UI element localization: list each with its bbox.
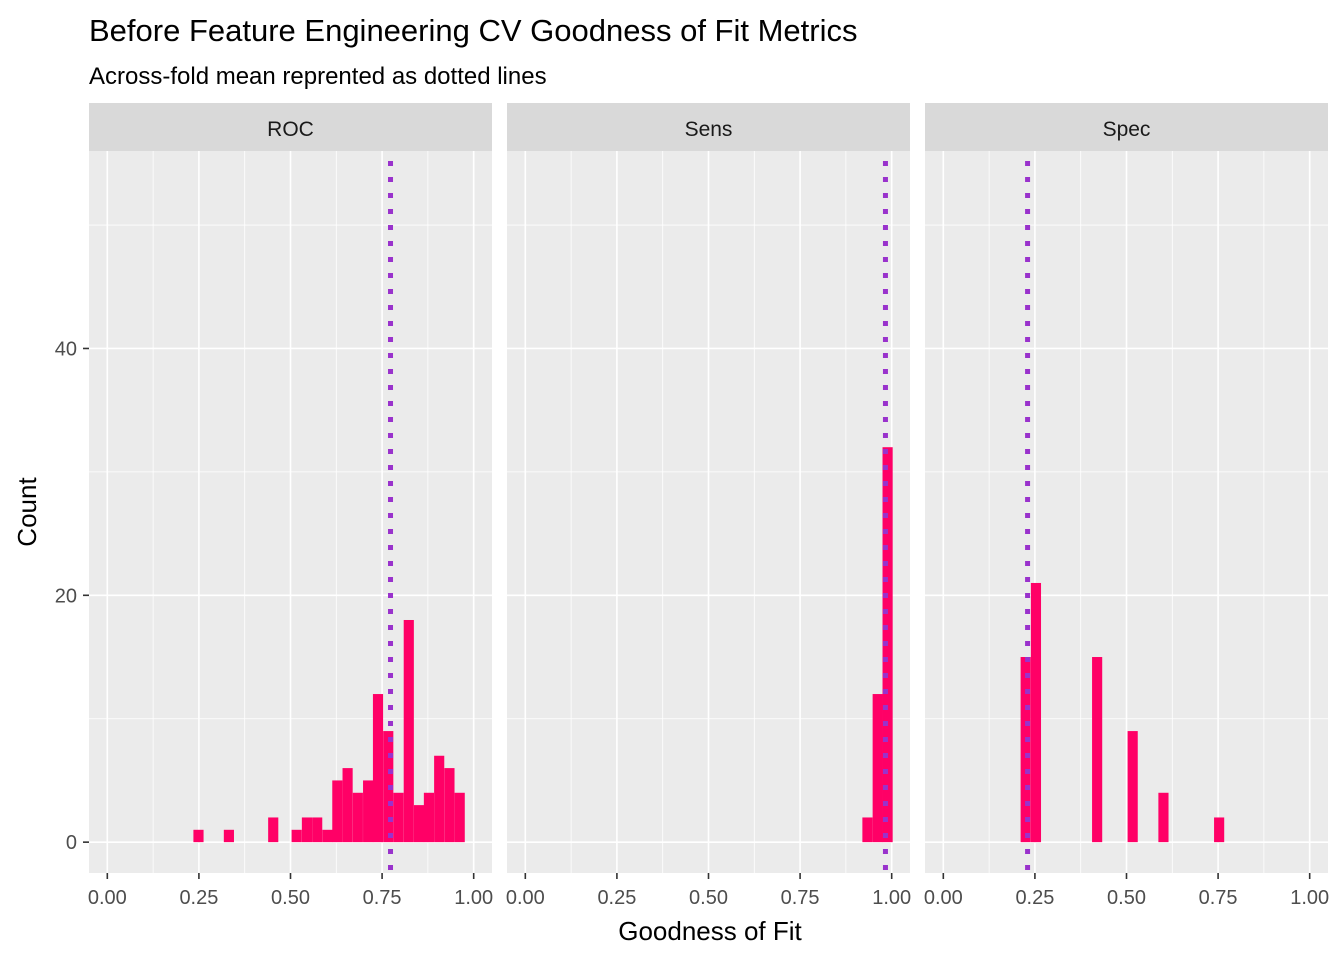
histogram-bar <box>454 792 465 843</box>
x-tick-label: 0.75 <box>781 887 820 909</box>
histogram-bar <box>268 817 279 843</box>
histogram-bar <box>291 829 302 843</box>
chart-subtitle: Across-fold mean reprented as dotted lin… <box>89 63 547 90</box>
facet-panel-roc: ROC 0.00 0.25 0.50 0.75 1.00 <box>88 103 493 909</box>
histogram-bar <box>862 817 873 843</box>
x-tick-label: 0.00 <box>506 887 545 909</box>
histogram-bar <box>1214 817 1225 843</box>
histogram-bar <box>1127 731 1138 843</box>
facet-strip-label: ROC <box>267 118 314 141</box>
histogram-bar <box>363 780 374 843</box>
histogram-bar <box>322 829 333 843</box>
facet-strip <box>89 103 492 151</box>
histogram-bar <box>393 792 404 843</box>
y-axis-title: Count <box>12 477 42 547</box>
histogram-bar <box>1092 657 1103 843</box>
x-tick-label: 0.50 <box>1107 887 1146 909</box>
histogram-bar <box>434 755 445 843</box>
facet-strip <box>925 103 1328 151</box>
histogram-bar <box>301 817 313 843</box>
x-tick-label: 0.25 <box>1015 887 1054 909</box>
histogram-bar <box>1030 582 1042 843</box>
histogram-bar <box>352 792 363 843</box>
facet-panel-spec: Spec 0.00 0.25 0.50 0.75 1.00 <box>924 103 1329 909</box>
y-tick-label: 20 <box>55 585 77 607</box>
x-tick-label: 0.00 <box>924 887 963 909</box>
histogram-bar <box>312 817 323 843</box>
histogram-bar <box>332 780 343 843</box>
histogram-bar <box>423 792 435 843</box>
x-tick-label: 0.25 <box>597 887 636 909</box>
histogram-bar <box>1158 792 1169 843</box>
y-tick-label: 0 <box>66 832 77 854</box>
x-tick-label: 0.25 <box>179 887 218 909</box>
x-tick-label: 1.00 <box>1290 887 1329 909</box>
chart-title: Before Feature Engineering CV Goodness o… <box>89 13 857 48</box>
histogram-bar <box>372 694 384 843</box>
x-tick-label: 0.75 <box>363 887 402 909</box>
histogram-bar <box>1020 657 1031 843</box>
x-axis-title: Goodness of Fit <box>618 916 802 946</box>
histogram-bar <box>342 768 353 843</box>
x-tick-label: 1.00 <box>872 887 911 909</box>
facet-panels: 0 20 40 ROC 0.00 0.25 0.50 0.75 1.00 Sens 0.00 0.25… <box>55 103 1329 909</box>
histogram-bar <box>872 694 883 843</box>
facet-strip-label: Sens <box>685 118 733 141</box>
histogram-bar <box>223 829 234 843</box>
x-tick-label: 0.00 <box>88 887 127 909</box>
x-tick-label: 0.50 <box>689 887 728 909</box>
x-tick-label: 1.00 <box>454 887 493 909</box>
facet-strip-label: Spec <box>1103 118 1151 141</box>
histogram-bar <box>193 829 204 843</box>
facet-panel-sens: Sens 0.00 0.25 0.50 0.75 1.00 <box>506 103 911 909</box>
histogram-bar <box>403 619 414 843</box>
facet-strip <box>507 103 910 151</box>
histogram-bar <box>444 768 455 843</box>
x-tick-label: 0.50 <box>271 887 310 909</box>
y-tick-label: 40 <box>55 338 77 360</box>
histogram-bar <box>413 805 425 843</box>
x-tick-label: 0.75 <box>1199 887 1238 909</box>
